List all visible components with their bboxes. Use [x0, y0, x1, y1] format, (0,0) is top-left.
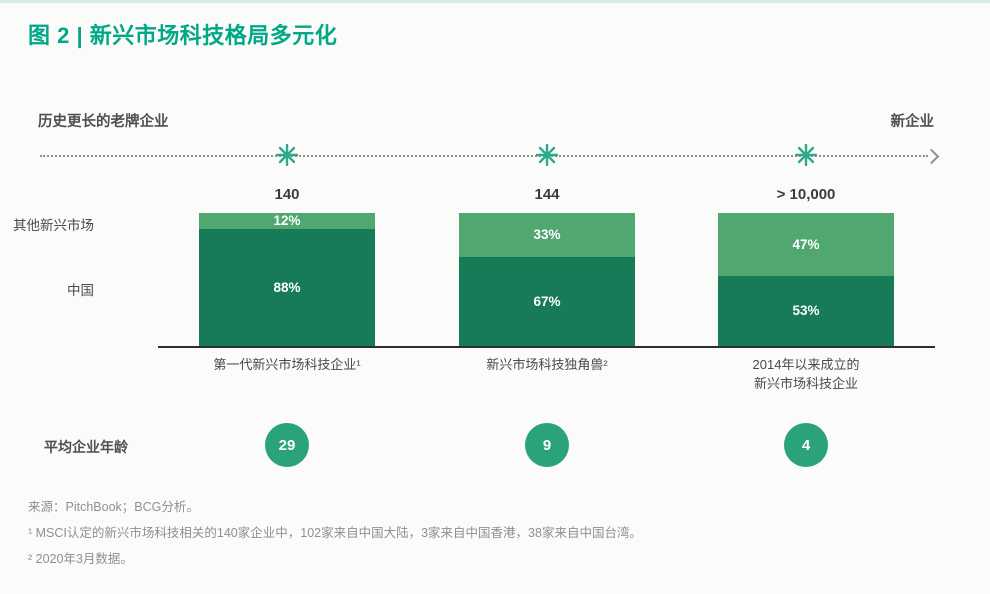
segment-percent-label: 88%: [273, 279, 301, 295]
bar-column-3: 47% 53%: [718, 213, 894, 346]
avg-age-marker: 4: [718, 423, 894, 467]
arrowhead-icon: [923, 148, 940, 165]
segment-percent-label: 33%: [533, 227, 561, 243]
footnote-source: 来源：PitchBook；BCG分析。: [28, 500, 199, 514]
series-label-other-em: 其他新兴市场: [13, 218, 94, 233]
timeline-dotted-line: [40, 155, 928, 157]
bar-segment-other-em: 33%: [459, 213, 635, 257]
series-label-china: 中国: [67, 283, 94, 298]
avg-age-label: 平均企业年龄: [44, 439, 128, 455]
avg-age-marker: 9: [459, 423, 635, 467]
footnote-1: ¹ MSCI认定的新兴市场科技相关的140家企业中，102家来自中国大陆，3家来…: [28, 526, 642, 540]
starburst-marker: [459, 144, 635, 166]
footnotes: 来源：PitchBook；BCG分析。 ¹ MSCI认定的新兴市场科技相关的14…: [28, 496, 642, 574]
category-label: 第一代新兴市场科技企业¹: [213, 357, 361, 372]
starburst-marker: [718, 144, 894, 166]
segment-percent-label: 47%: [792, 236, 820, 252]
spectrum-left-label: 历史更长的老牌企业: [38, 114, 169, 130]
category-label: 新兴市场科技独角兽²: [486, 357, 608, 372]
starburst-icon: [276, 144, 298, 166]
avg-age-marker: 29: [199, 423, 375, 467]
bar-segment-china: 53%: [718, 275, 894, 346]
avg-age-circle: 9: [525, 423, 569, 467]
bar-segment-other-em: 47%: [718, 213, 894, 276]
bar-segment-china: 67%: [459, 256, 635, 346]
column-count: > 10,000: [776, 186, 836, 203]
bar-column-2: 33% 67%: [459, 213, 635, 346]
bar-segment-other-em: 12%: [199, 213, 375, 229]
starburst-icon: [795, 144, 817, 166]
category-label: 2014年以来成立的 新兴市场科技企业: [752, 357, 860, 391]
column-count: 144: [534, 186, 560, 203]
column-count: 140: [274, 186, 300, 203]
starburst-marker: [199, 144, 375, 166]
top-accent-strip: [0, 0, 990, 3]
bar-column-1: 12% 88%: [199, 213, 375, 346]
avg-age-circle: 29: [265, 423, 309, 467]
segment-percent-label: 67%: [533, 293, 561, 309]
x-axis-line: [158, 346, 935, 348]
segment-percent-label: 12%: [273, 213, 301, 229]
spectrum-right-label: 新企业: [890, 114, 935, 130]
bar-segment-china: 88%: [199, 228, 375, 346]
footnote-2: ² 2020年3月数据。: [28, 552, 133, 566]
segment-percent-label: 53%: [792, 302, 820, 318]
page-title: 图 2 | 新兴市场科技格局多元化: [28, 23, 338, 48]
starburst-icon: [536, 144, 558, 166]
avg-age-circle: 4: [784, 423, 828, 467]
